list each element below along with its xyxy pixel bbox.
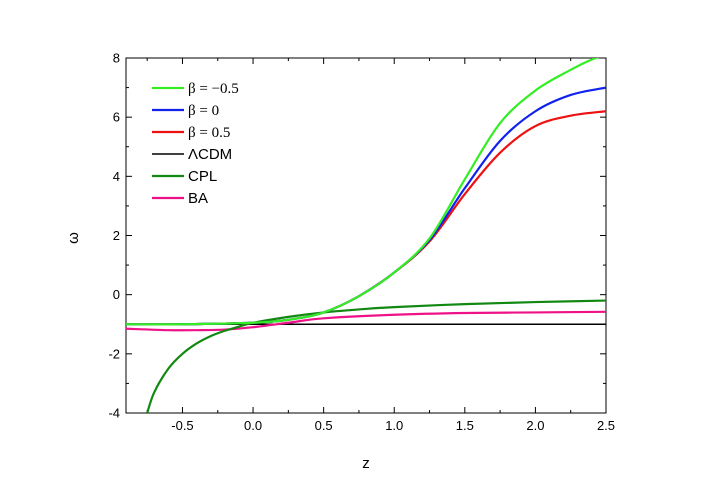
y-tick-label: 0 xyxy=(113,287,120,302)
tick-labels: -0.5 0.0 0.5 1.0 1.5 2.0 2.5 -4 -2 0 2 4 6 8 xyxy=(108,51,615,434)
legend: β = −0.5 β = 0 β = 0.5 ΛCDM CPL BA xyxy=(152,81,239,207)
x-axis-label: z xyxy=(362,455,370,472)
y-tick-label: -2 xyxy=(108,346,120,361)
y-tick-label: 8 xyxy=(113,51,120,66)
x-tick-label: 1.5 xyxy=(456,418,474,433)
x-tick-label: -0.5 xyxy=(171,418,193,433)
y-tick-label: -4 xyxy=(108,406,120,421)
x-tick-label: 0.0 xyxy=(244,418,262,433)
y-tick-label: 6 xyxy=(113,110,120,125)
x-tick-label: 1.0 xyxy=(385,418,403,433)
legend-label: BA xyxy=(188,190,208,207)
legend-label: CPL xyxy=(188,168,217,185)
legend-label: β = 0 xyxy=(188,103,219,119)
x-tick-label: 2.0 xyxy=(526,418,544,433)
y-tick-label: 4 xyxy=(113,169,120,184)
series-line xyxy=(126,58,600,326)
x-tick-label: 0.5 xyxy=(315,418,333,433)
legend-label: ΛCDM xyxy=(188,146,232,163)
series-line xyxy=(126,310,606,332)
x-tick-label: 2.5 xyxy=(597,418,615,433)
series-line xyxy=(146,299,606,413)
y-tick-label: 2 xyxy=(113,228,120,243)
series-lines xyxy=(126,58,606,413)
y-axis-label: ω xyxy=(65,232,82,244)
legend-label: β = 0.5 xyxy=(188,125,230,141)
legend-label: β = −0.5 xyxy=(188,81,239,97)
